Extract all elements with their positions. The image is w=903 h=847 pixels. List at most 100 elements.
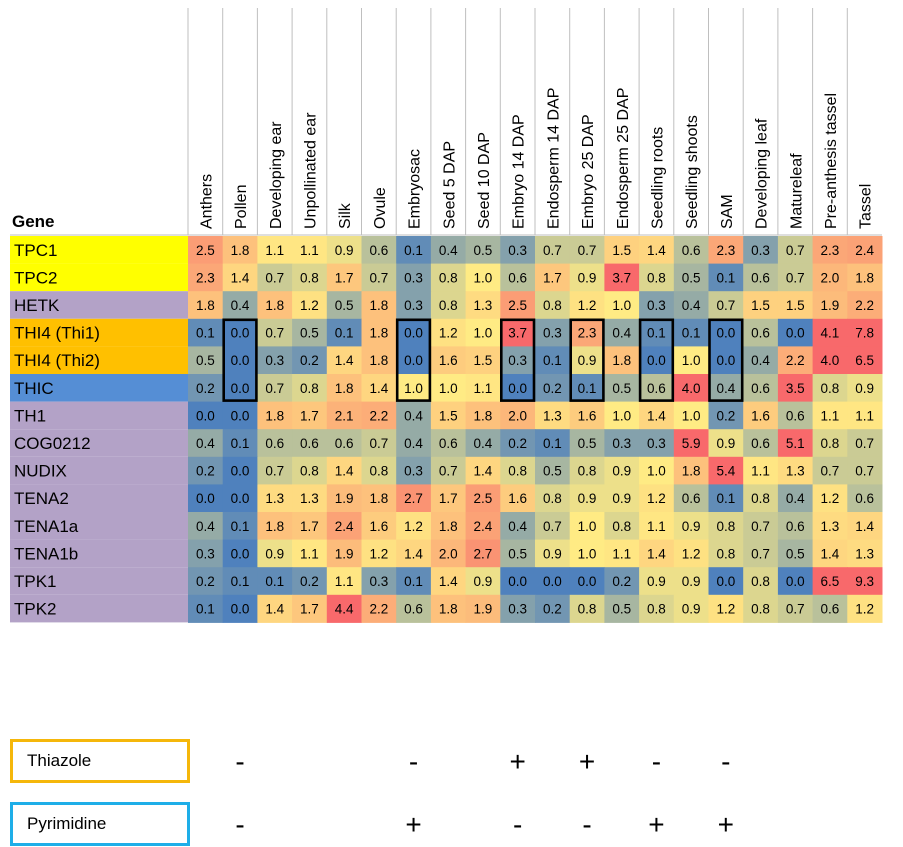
heatmap-cell — [743, 512, 779, 541]
cell-value: 0.1 — [196, 602, 215, 617]
heatmap-cell — [500, 291, 536, 320]
heatmap-cell — [465, 263, 501, 292]
cell-value: 0.0 — [647, 353, 666, 368]
cell-value: 0.2 — [196, 574, 215, 589]
cell-value: 1.7 — [439, 491, 458, 506]
column-label: Seed 5 DAP — [441, 141, 458, 229]
heatmap-cell — [361, 263, 397, 292]
heatmap-cell — [326, 539, 362, 568]
gene-group-band — [10, 346, 188, 374]
column-label: Seedling roots — [649, 127, 666, 229]
heatmap-cell — [639, 429, 675, 458]
cell-value: 1.7 — [300, 408, 319, 423]
cell-value: 1.1 — [300, 546, 319, 561]
heatmap-cell — [535, 346, 571, 375]
heatmap-cell — [292, 539, 328, 568]
cell-value: 0.9 — [265, 546, 284, 561]
cell-value: 2.4 — [474, 519, 493, 534]
cell-value: 1.0 — [474, 270, 493, 285]
gene-label: TENA2 — [14, 489, 69, 508]
heatmap-cell — [604, 512, 640, 541]
cell-value: 0.1 — [682, 326, 701, 341]
heatmap-cell — [292, 512, 328, 541]
heatmap-cell — [361, 374, 397, 403]
cell-value: 1.4 — [821, 546, 840, 561]
heatmap-cell — [708, 263, 744, 292]
heatmap-cell — [847, 374, 883, 403]
heatmap-cell — [326, 291, 362, 320]
cell-value: 1.1 — [265, 243, 284, 258]
cell-value: 2.7 — [404, 491, 423, 506]
heatmap-cell — [257, 429, 293, 458]
cell-value: 0.8 — [508, 464, 527, 479]
cell-value: 0.3 — [196, 546, 215, 561]
column-label: Ovule — [372, 187, 389, 229]
cell-value: 0.9 — [474, 574, 493, 589]
cell-value: 1.8 — [439, 519, 458, 534]
heatmap-cell — [847, 263, 883, 292]
cell-value: 0.1 — [196, 326, 215, 341]
cell-value: 0.3 — [404, 270, 423, 285]
legend-sign: + — [648, 809, 665, 840]
gene-group-band — [10, 512, 188, 540]
heatmap-cell — [847, 594, 883, 623]
heatmap-cell — [361, 484, 397, 513]
heatmap-cell — [188, 236, 224, 265]
heatmap-cell — [188, 539, 224, 568]
heatmap-cell — [361, 318, 397, 347]
gene-label: THI4 (Thi1) — [14, 324, 100, 343]
cell-value: 2.2 — [855, 298, 874, 313]
legend-sign: - — [408, 746, 419, 777]
cell-value: 2.0 — [439, 546, 458, 561]
cell-value: 1.4 — [404, 546, 423, 561]
heatmap-cell — [430, 456, 467, 485]
heatmap-cell — [292, 236, 328, 265]
cell-value: 1.9 — [474, 602, 493, 617]
heatmap-cell — [777, 512, 814, 541]
cell-value: 0.0 — [231, 353, 250, 368]
cell-value: 0.1 — [543, 353, 562, 368]
cell-value: 1.7 — [300, 602, 319, 617]
heatmap-cell — [396, 263, 432, 292]
heatmap-cell — [500, 318, 536, 347]
cell-value: 0.6 — [786, 519, 805, 534]
heatmap-cell — [743, 318, 779, 347]
cell-value: 0.7 — [751, 519, 770, 534]
cell-value: 0.4 — [751, 353, 770, 368]
heatmap-cell — [535, 567, 571, 596]
heatmap-cell — [812, 539, 848, 568]
column-label: Developing ear — [268, 121, 285, 229]
cell-value: 0.6 — [369, 243, 388, 258]
cell-value: 0.7 — [265, 381, 284, 396]
heatmap-cell — [188, 429, 224, 458]
legend-sign: - — [721, 746, 731, 777]
heatmap-cell — [396, 401, 432, 430]
legend-sign: + — [405, 809, 422, 840]
heatmap-cell — [361, 512, 397, 541]
column-label: Developing leaf — [754, 118, 771, 229]
cell-value: 0.0 — [231, 464, 250, 479]
heatmap-cell — [396, 429, 432, 458]
heatmap-cell — [257, 318, 293, 347]
cell-value: 0.4 — [786, 491, 805, 506]
heatmap-cell — [257, 539, 293, 568]
gene-group-band — [10, 236, 188, 264]
cell-value: 0.6 — [751, 436, 770, 451]
cell-value: 0.5 — [578, 436, 597, 451]
cell-value: 4.0 — [682, 381, 701, 396]
cell-value: 2.1 — [335, 408, 354, 423]
column-label: Seedling shoots — [684, 115, 701, 229]
cell-value: 0.7 — [369, 270, 388, 285]
heatmap-cell — [465, 429, 501, 458]
cell-value: 0.8 — [751, 602, 770, 617]
heatmap-cell — [188, 456, 224, 485]
cell-value: 1.2 — [404, 519, 423, 534]
heatmap-cell — [639, 539, 675, 568]
column-label: Embryosac — [407, 149, 424, 229]
cell-value: 1.0 — [578, 546, 597, 561]
cell-value: 2.0 — [508, 408, 527, 423]
cell-value: 1.1 — [612, 546, 631, 561]
cell-value: 1.2 — [682, 546, 701, 561]
heatmap-cell — [257, 594, 293, 623]
heatmap-cell — [361, 456, 397, 485]
